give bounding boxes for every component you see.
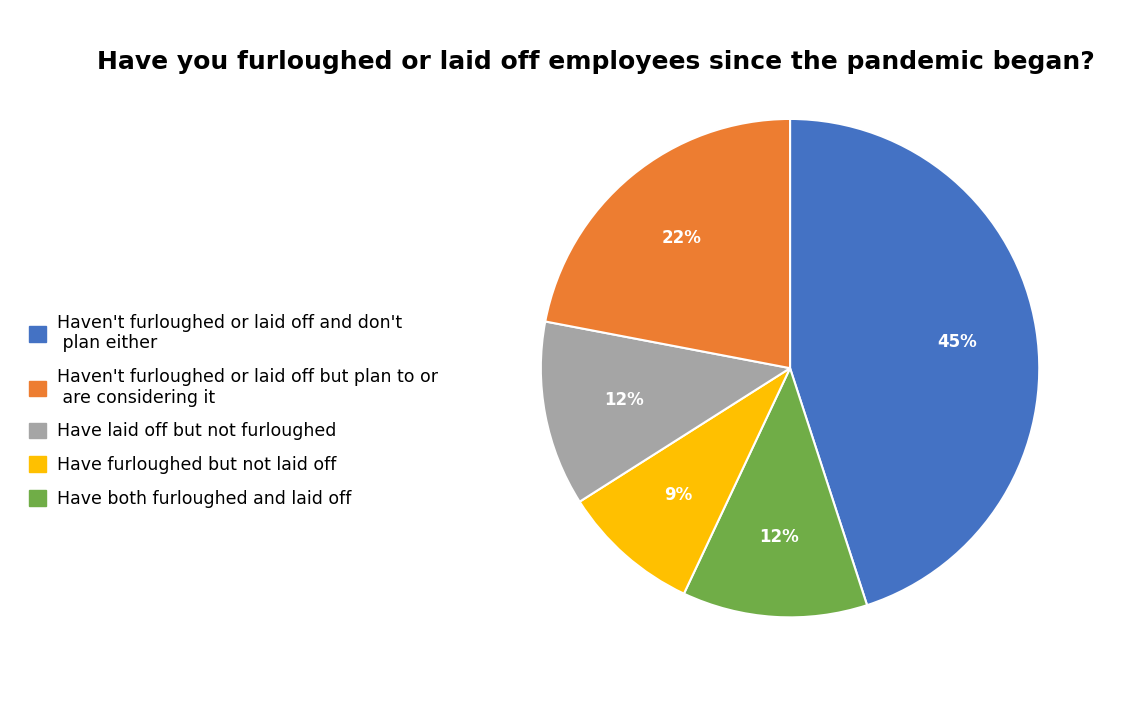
Text: Have you furloughed or laid off employees since the pandemic began?: Have you furloughed or laid off employee… [96,50,1095,74]
Text: 12%: 12% [759,528,799,547]
Wedge shape [684,368,867,617]
Text: 22%: 22% [662,229,702,246]
Legend: Haven't furloughed or laid off and don't
 plan either, Haven't furloughed or lai: Haven't furloughed or laid off and don't… [21,305,447,516]
Text: 45%: 45% [938,333,978,350]
Text: 9%: 9% [664,486,692,504]
Wedge shape [579,368,790,593]
Wedge shape [540,321,790,502]
Text: 12%: 12% [603,391,643,409]
Wedge shape [790,119,1040,605]
Wedge shape [545,119,790,368]
